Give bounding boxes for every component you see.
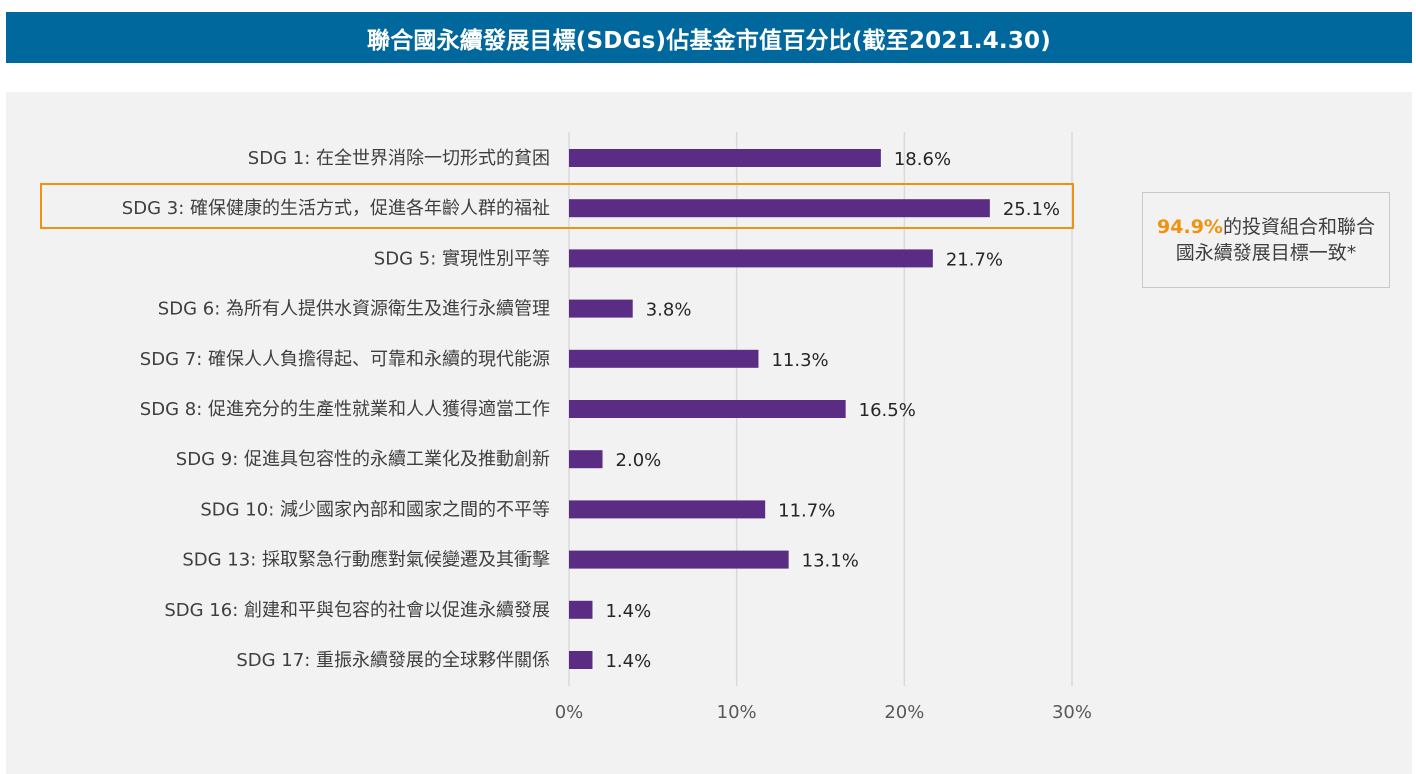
category-label: SDG 3: 確保健康的生活方式，促進各年齡人群的福祉 <box>122 198 550 219</box>
category-label: SDG 10: 減少國家內部和國家之間的不平等 <box>200 499 550 520</box>
callout-highlight: 94.9% <box>1157 216 1223 238</box>
chart-panel: 0% 10% 20% 30% SDG 1: 在全世界消除一切形式的貧困 18.6% SDG … <box>6 92 1412 774</box>
category-label: SDG 16: 創建和平與包容的社會以促進永續發展 <box>164 600 550 621</box>
category-label: SDG 13: 採取緊急行動應對氣候變遷及其衝擊 <box>182 549 550 571</box>
category-label: SDG 5: 實現性別平等 <box>374 248 550 269</box>
category-label: SDG 8: 促進充分的生產性就業和人人獲得適當工作 <box>140 399 550 420</box>
chart-title: 聯合國永續發展目標(SDGs)佔基金市值百分比(截至2021.4.30) <box>6 12 1412 63</box>
data-label: 18.6% <box>894 149 951 170</box>
data-label: 2.0% <box>616 450 662 471</box>
category-label: SDG 7: 確保人人負擔得起、可靠和永續的現代能源 <box>140 349 550 370</box>
data-label: 11.3% <box>771 350 828 371</box>
bar <box>569 249 933 268</box>
category-label: SDG 1: 在全世界消除一切形式的貧困 <box>248 148 550 169</box>
bar <box>569 500 766 519</box>
data-label: 25.1% <box>1003 199 1060 220</box>
bar-chart: 0% 10% 20% 30% SDG 1: 在全世界消除一切形式的貧困 18.6% SDG … <box>122 132 1092 723</box>
highlight-box <box>40 183 1074 229</box>
category-label: SDG 17: 重振永續發展的全球夥伴關係 <box>236 650 550 671</box>
bar <box>569 149 881 167</box>
bar <box>569 550 789 569</box>
category-label: SDG 6: 為所有人提供水資源衛生及進行永續管理 <box>158 299 550 320</box>
bar <box>569 349 759 368</box>
data-label: 16.5% <box>859 400 916 421</box>
callout-text: 94.9%的投資組合和聯合國永續發展目標一致* <box>1149 214 1383 266</box>
data-label: 1.4% <box>605 601 651 622</box>
x-tick-label: 10% <box>717 702 757 723</box>
bar <box>569 600 593 619</box>
bar <box>569 651 593 669</box>
data-label: 21.7% <box>946 249 1003 270</box>
callout-box: 94.9%的投資組合和聯合國永續發展目標一致* <box>1142 192 1390 288</box>
bar <box>569 450 603 469</box>
bar <box>569 400 846 418</box>
data-label: 3.8% <box>646 300 692 321</box>
data-label: 13.1% <box>802 551 859 572</box>
callout-body: 的投資組合和聯合國永續發展目標一致* <box>1175 216 1375 264</box>
data-label: 1.4% <box>605 651 651 672</box>
data-label: 11.7% <box>778 500 835 521</box>
x-tick-label: 20% <box>884 702 924 723</box>
category-label: SDG 9: 促進具包容性的永續工業化及推動創新 <box>176 449 550 470</box>
x-tick-label: 0% <box>555 702 584 723</box>
x-tick-label: 30% <box>1052 702 1092 723</box>
bar <box>569 299 633 318</box>
bar <box>569 199 990 218</box>
